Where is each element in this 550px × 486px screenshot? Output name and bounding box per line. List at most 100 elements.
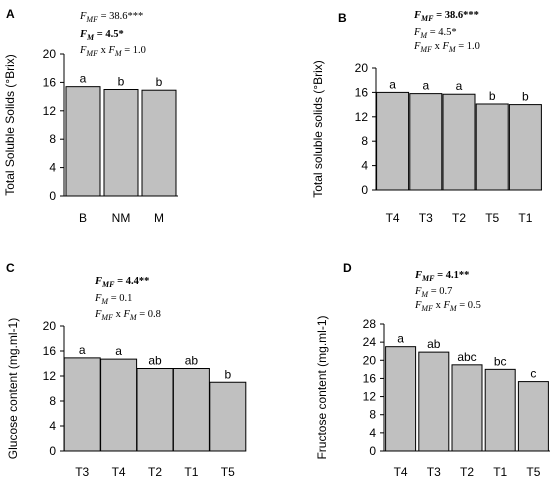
y-tick-label: 4 [49, 161, 56, 175]
x-tick-label: NM [112, 211, 131, 225]
bar-t2 [451, 364, 483, 452]
x-tick-label: T5 [485, 211, 499, 225]
y-tick-label: 16 [355, 85, 369, 99]
stat-line-3: FMF x FM = 0.8 [94, 309, 161, 322]
bar-t2 [442, 93, 476, 191]
stat-line-3: FMF x FM = 1.0 [413, 41, 480, 54]
y-tick-label: 12 [363, 390, 377, 404]
x-tick-label: T3 [427, 465, 441, 479]
y-tick-label: 24 [363, 335, 377, 349]
x-tick-label: T2 [460, 465, 474, 479]
panel-a: A FMF = 38.6*** FM = 4.5* FMF x FM = 1.0 0 4 8… [3, 7, 178, 225]
y-tick-label: 28 [363, 317, 377, 331]
y-tick-label: 8 [369, 408, 376, 422]
significance-letter: a [389, 77, 396, 91]
stat-line-1: FMF = 38.6*** [79, 11, 143, 24]
bar-t2 [136, 368, 174, 452]
y-tick-label: 12 [43, 369, 57, 383]
y-tick-label: 0 [361, 183, 368, 197]
bar-t4 [385, 346, 417, 452]
significance-letter: b [156, 75, 163, 89]
x-tick-label: T3 [419, 211, 433, 225]
significance-letter: a [80, 72, 87, 86]
significance-letter: b [489, 89, 496, 103]
x-tick-label: T1 [184, 465, 198, 479]
bar-m [141, 89, 177, 197]
y-axis-label: Total Soluble Solids (°Brix) [3, 54, 17, 196]
stat-line-2: FM = 4.5* [413, 27, 457, 40]
y-tick-label: 8 [361, 134, 368, 148]
bar-t5 [517, 381, 549, 452]
bar-t4 [100, 358, 138, 452]
y-tick-label: 16 [43, 75, 57, 89]
stat-line-2: FM = 4.5* [79, 29, 124, 42]
x-tick-label: T5 [526, 465, 540, 479]
y-tick-label: 4 [369, 426, 376, 440]
y-axis-label: Fructose content (mg.ml-1) [315, 315, 329, 459]
stat-line-3: FMF x FM = 0.5 [414, 300, 481, 313]
panel-label: D [343, 261, 352, 275]
y-axis-label: Glucose content (mg.ml-1) [6, 318, 20, 459]
y-tick-label: 0 [49, 189, 56, 203]
significance-letter: ab [148, 354, 162, 368]
x-tick-label: T4 [386, 211, 400, 225]
x-tick-label: T4 [112, 465, 126, 479]
panel-label: B [338, 11, 347, 25]
significance-letter: bc [494, 354, 507, 368]
significance-letter: a [115, 344, 122, 358]
x-tick-label: T4 [394, 465, 408, 479]
stat-line-3: FMF x FM = 1.0 [79, 45, 146, 58]
x-tick-label: T1 [518, 211, 532, 225]
bar-t3 [63, 357, 101, 452]
y-tick-label: 20 [43, 319, 57, 333]
y-tick-label: 16 [43, 344, 57, 358]
y-tick-label: 20 [355, 61, 369, 75]
y-tick-label: 12 [43, 104, 57, 118]
significance-letter: b [522, 90, 529, 104]
stat-line-1: FMF = 4.4** [94, 276, 149, 289]
y-tick-label: 4 [361, 159, 368, 173]
stat-line-1: FMF = 38.6*** [413, 10, 479, 23]
bar-nm [103, 89, 139, 197]
panel-label: A [6, 7, 15, 21]
x-tick-label: T2 [452, 211, 466, 225]
x-tick-label: T3 [75, 465, 89, 479]
panel-label: C [6, 261, 15, 275]
significance-letter: ab [185, 354, 199, 368]
y-tick-label: 20 [43, 47, 57, 61]
significance-letter: b [224, 367, 231, 381]
panel-b: B FMF = 38.6*** FM = 4.5*FMF x FM = 1.0 0 4 8… [311, 10, 542, 225]
x-tick-label: T5 [221, 465, 235, 479]
stat-line-1: FMF = 4.1** [414, 270, 469, 283]
y-tick-label: 8 [49, 394, 56, 408]
y-tick-label: 12 [355, 110, 369, 124]
significance-letter: c [530, 367, 536, 381]
significance-letter: ab [427, 337, 441, 351]
y-tick-label: 0 [369, 444, 376, 458]
bar-t1 [508, 104, 542, 191]
x-tick-label: T2 [148, 465, 162, 479]
bar-t1 [484, 368, 516, 452]
bar-t4 [376, 91, 410, 191]
bar-t3 [409, 93, 443, 191]
panel-c: C FMF = 4.4** FM = 0.1 FMF x FM = 0.8 0 4 8 12 1… [6, 261, 247, 479]
y-axis-label: Total soluble solids (°Brix) [311, 60, 325, 198]
y-tick-label: 8 [49, 132, 56, 146]
bar-t5 [209, 381, 247, 452]
significance-letter: b [118, 75, 125, 89]
significance-letter: a [79, 343, 86, 357]
y-tick-label: 16 [363, 371, 377, 385]
y-tick-label: 0 [49, 444, 56, 458]
bar-t3 [418, 351, 450, 452]
x-tick-label: T1 [493, 465, 507, 479]
bar-t5 [475, 103, 509, 191]
stat-line-2: FM = 0.1 [94, 293, 132, 306]
y-tick-label: 4 [49, 419, 56, 433]
stat-line-2: FM = 0.7 [414, 286, 452, 299]
significance-letter: abc [457, 350, 476, 364]
significance-letter: a [422, 79, 429, 93]
significance-letter: a [397, 332, 404, 346]
x-tick-label: M [154, 211, 164, 225]
